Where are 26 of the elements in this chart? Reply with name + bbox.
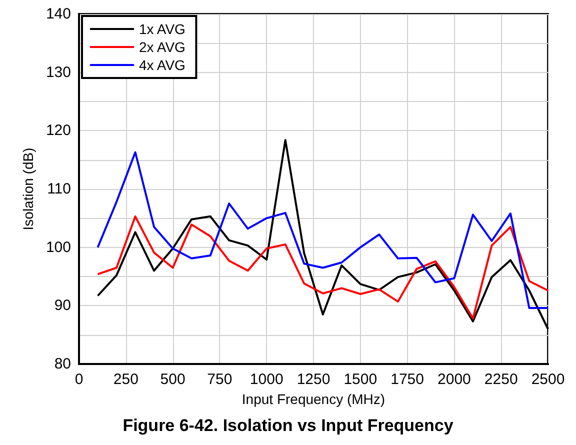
x-tick-label: 1750 — [390, 371, 424, 388]
x-tick-label: 2000 — [438, 371, 471, 388]
y-axis-title: Isolation (dB) — [20, 148, 36, 230]
y-tick-label: 120 — [46, 122, 71, 140]
y-tick-label: 90 — [54, 297, 71, 314]
x-axis-title: Input Frequency (MHz) — [242, 390, 386, 407]
y-tick-label: 110 — [47, 180, 71, 198]
x-tick-label: 1250 — [296, 371, 330, 388]
y-tick-label: 140 — [46, 6, 71, 22]
line-series — [96, 215, 549, 320]
line-series — [96, 151, 549, 309]
y-tick-label: 80 — [54, 356, 71, 372]
x-tick-label: 1500 — [344, 371, 378, 388]
y-tick-label: 100 — [46, 238, 71, 256]
x-tick-label: 2250 — [484, 371, 518, 388]
x-tick-label: 0 — [74, 371, 84, 388]
text: Figure 6-42. Isolation vs Input Frequency — [122, 416, 454, 435]
legend-label: 2x AVG — [139, 39, 186, 55]
x-tick-label: 500 — [160, 371, 186, 388]
legend-label: 4x AVG — [139, 57, 186, 73]
y-tick-label: 130 — [46, 64, 71, 81]
x-tick-label: 1000 — [250, 371, 284, 388]
legend-label: 1x AVG — [139, 21, 186, 37]
x-tick-label: 750 — [207, 371, 232, 388]
x-tick-label: 250 — [113, 371, 138, 388]
x-tick-label: 2500 — [531, 371, 565, 388]
